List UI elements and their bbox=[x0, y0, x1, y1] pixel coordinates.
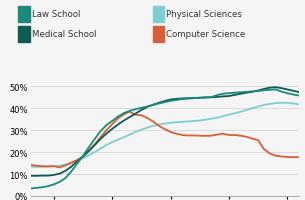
Text: Medical School: Medical School bbox=[32, 30, 97, 38]
Text: Physical Sciences: Physical Sciences bbox=[167, 10, 242, 18]
Text: Law School: Law School bbox=[32, 10, 81, 18]
Text: Computer Science: Computer Science bbox=[167, 30, 246, 38]
